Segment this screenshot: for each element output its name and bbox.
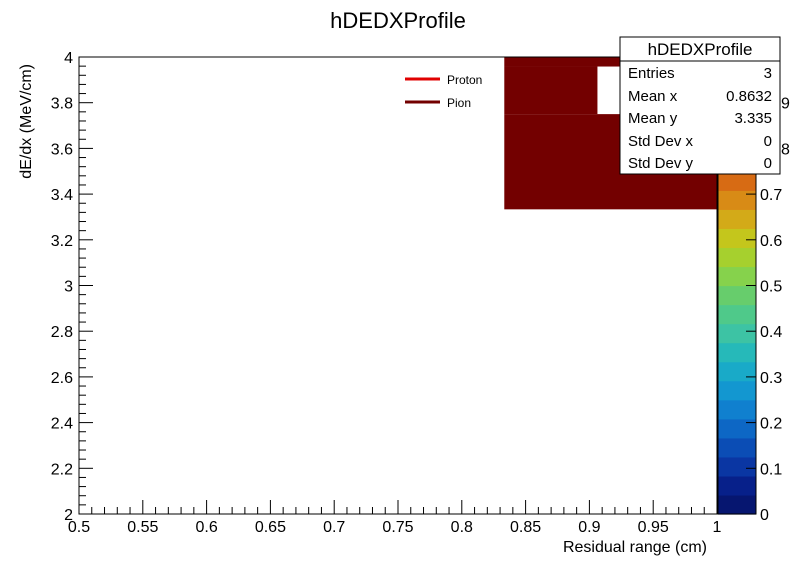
x-axis-title: Residual range (cm) bbox=[563, 539, 707, 556]
x-tick-label: 0.85 bbox=[510, 519, 541, 536]
colorbar-segment bbox=[718, 456, 756, 477]
colorbar-segment bbox=[718, 475, 756, 496]
stats-label-std-y: Std Dev y bbox=[628, 155, 694, 172]
x-axis-ticks: 0.5 0.55 0.6 0.65 0.7 0.75 0.8 0.85 0.9 0.95 1 bbox=[68, 500, 722, 536]
stats-value-std-y: 0 bbox=[764, 155, 772, 172]
chart-title: hDEDXProfile bbox=[330, 8, 466, 33]
y-axis-ticks: 2 2.2 2.4 2.6 2.8 3 3.2 3.4 3.6 3.8 4 bbox=[51, 50, 93, 524]
legend: Proton Pion bbox=[405, 73, 482, 110]
stats-label-mean-x: Mean x bbox=[628, 88, 678, 105]
y-tick-label: 4 bbox=[64, 50, 73, 67]
y-tick-label: 3.4 bbox=[51, 187, 73, 204]
y-tick-label: 3.6 bbox=[51, 141, 73, 158]
colorbar-tick-label-partial: 8 bbox=[781, 141, 790, 158]
colorbar-segment bbox=[718, 437, 756, 458]
stats-title: hDEDXProfile bbox=[648, 40, 753, 59]
stats-value-std-x: 0 bbox=[764, 133, 772, 150]
colorbar-segment bbox=[718, 209, 756, 229]
x-tick-label: 0.5 bbox=[68, 519, 90, 536]
stats-label-entries: Entries bbox=[628, 65, 675, 82]
y-tick-label: 2.6 bbox=[51, 370, 73, 387]
colorbar-tick-label: 0.3 bbox=[760, 370, 782, 387]
stats-value-mean-y: 3.335 bbox=[734, 110, 772, 127]
colorbar-segment bbox=[718, 342, 756, 363]
stats-box: hDEDXProfile Entries 3 Mean x 0.8632 Mea… bbox=[619, 36, 781, 175]
x-tick-label: 0.6 bbox=[195, 519, 217, 536]
x-tick-label: 0.55 bbox=[127, 519, 158, 536]
stats-value-mean-x: 0.8632 bbox=[726, 88, 772, 105]
colorbar-tick-label: 0 bbox=[760, 507, 769, 524]
y-tick-label: 2 bbox=[64, 507, 73, 524]
x-tick-label: 0.8 bbox=[451, 519, 473, 536]
colorbar-tick-label: 0.2 bbox=[760, 416, 782, 433]
colorbar-segment bbox=[718, 323, 756, 344]
stats-label-std-x: Std Dev x bbox=[628, 133, 694, 150]
colorbar-segment bbox=[718, 399, 756, 420]
colorbar-segment bbox=[718, 380, 756, 401]
colorbar-segment bbox=[718, 361, 756, 382]
y-tick-label: 2.8 bbox=[51, 324, 73, 341]
colorbar-tick-label: 0.6 bbox=[760, 233, 782, 250]
colorbar-tick-label: 0.1 bbox=[760, 461, 782, 478]
y-axis-title: dE/dx (MeV/cm) bbox=[18, 64, 35, 179]
colorbar-segment bbox=[718, 494, 756, 515]
colorbar-tick-label: 0.4 bbox=[760, 324, 782, 341]
heatmap-cell bbox=[504, 57, 717, 67]
stats-label-mean-y: Mean y bbox=[628, 110, 678, 127]
colorbar-tick-label: 0.7 bbox=[760, 187, 782, 204]
x-tick-label: 0.75 bbox=[382, 519, 413, 536]
x-tick-label: 1 bbox=[713, 519, 722, 536]
y-tick-label: 3.2 bbox=[51, 233, 73, 250]
colorbar-segment bbox=[718, 190, 756, 210]
colorbar-segment bbox=[718, 171, 756, 191]
colorbar-tick-label-partial: 9 bbox=[781, 96, 790, 113]
y-tick-label: 2.2 bbox=[51, 461, 73, 478]
stats-value-entries: 3 bbox=[764, 65, 772, 82]
x-tick-label: 0.7 bbox=[323, 519, 345, 536]
colorbar-segment bbox=[718, 418, 756, 439]
colorbar-segment bbox=[718, 228, 756, 249]
colorbar-segment bbox=[718, 304, 756, 325]
colorbar-segment bbox=[718, 247, 756, 268]
colorbar-tick-label: 0.5 bbox=[760, 279, 782, 296]
x-tick-label: 0.65 bbox=[255, 519, 286, 536]
colorbar-segment bbox=[718, 266, 756, 287]
colorbar-segment bbox=[718, 285, 756, 306]
stats-box-frame bbox=[619, 36, 781, 175]
y-tick-label: 3 bbox=[64, 279, 73, 296]
y-tick-label: 3.8 bbox=[51, 96, 73, 113]
y-tick-label: 2.4 bbox=[51, 416, 73, 433]
x-tick-label: 0.95 bbox=[638, 519, 669, 536]
legend-label-pion: Pion bbox=[447, 96, 471, 110]
heatmap-cell bbox=[504, 66, 598, 115]
x-tick-label: 0.9 bbox=[578, 519, 600, 536]
legend-label-proton: Proton bbox=[447, 73, 482, 87]
